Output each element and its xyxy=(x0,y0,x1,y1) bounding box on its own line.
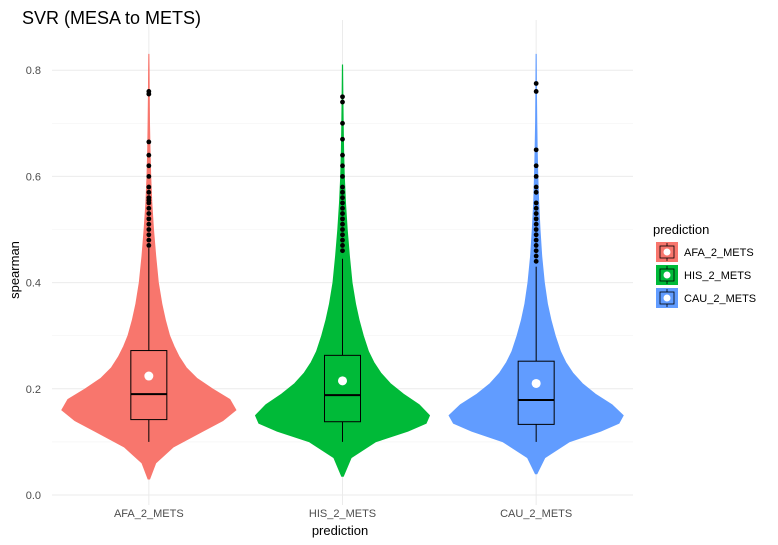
outlier-point xyxy=(533,211,539,216)
outlier-point xyxy=(146,174,152,179)
outlier-point xyxy=(533,163,539,169)
outlier-point xyxy=(340,248,345,254)
x-axis-title: prediction xyxy=(312,523,368,538)
outlier-point xyxy=(340,243,345,248)
legend-key-mean xyxy=(663,294,671,302)
outlier-point xyxy=(146,189,152,195)
outlier-point xyxy=(533,147,539,153)
outlier-point xyxy=(533,89,539,94)
mean-point xyxy=(531,378,541,388)
outlier-point xyxy=(146,216,152,222)
y-tick-label: 0.0 xyxy=(26,490,41,502)
box xyxy=(130,350,168,421)
outlier-point xyxy=(146,221,152,227)
outlier-point xyxy=(146,195,152,201)
outlier-point xyxy=(340,211,345,216)
legend-title: prediction xyxy=(653,222,709,237)
outlier-point xyxy=(340,174,345,179)
violin-cau-2-mets xyxy=(448,53,624,475)
y-tick-label: 0.6 xyxy=(26,171,41,183)
outlier-point xyxy=(340,184,345,190)
outlier-point xyxy=(533,81,539,86)
outlier-point xyxy=(533,189,539,195)
outlier-point xyxy=(340,221,345,227)
outlier-point xyxy=(340,216,345,222)
outlier-point xyxy=(340,189,345,195)
outlier-point xyxy=(146,152,152,158)
outlier-point xyxy=(533,232,539,238)
legend-key-mean xyxy=(663,271,671,279)
legend-label: CAU_2_METS xyxy=(684,293,756,305)
legend-label: HIS_2_METS xyxy=(684,270,751,282)
y-axis-title: spearman xyxy=(7,241,22,299)
outlier-point xyxy=(146,232,152,238)
outlier-point xyxy=(340,120,345,126)
outlier-point xyxy=(146,139,152,145)
box-layer xyxy=(130,81,555,442)
y-tick-label: 0.4 xyxy=(26,278,41,290)
outlier-point xyxy=(340,163,345,169)
outlier-point xyxy=(533,248,539,254)
outlier-point xyxy=(146,205,152,211)
outlier-point xyxy=(533,174,539,179)
x-tick-label: CAU_2_METS xyxy=(500,508,572,520)
outlier-point xyxy=(146,89,152,94)
outlier-point xyxy=(533,221,539,227)
outlier-point xyxy=(340,99,345,105)
outlier-point xyxy=(533,200,539,206)
outlier-point xyxy=(340,152,345,158)
outlier-point xyxy=(146,227,152,232)
mean-point xyxy=(144,371,154,381)
box xyxy=(517,360,555,425)
legend: prediction AFA_2_METS HIS_2_METS CAU_2_MET… xyxy=(653,222,756,308)
outlier-point xyxy=(340,200,345,206)
outlier-point xyxy=(146,163,152,169)
outlier-point xyxy=(146,237,152,243)
outlier-point xyxy=(533,227,539,232)
outlier-point xyxy=(340,205,345,211)
outlier-point xyxy=(533,184,539,190)
legend-label: AFA_2_METS xyxy=(684,247,754,259)
outlier-point xyxy=(340,232,345,238)
outlier-point xyxy=(340,94,345,100)
outlier-point xyxy=(146,243,152,248)
outlier-point xyxy=(533,205,539,211)
box xyxy=(324,354,361,423)
outlier-point xyxy=(146,211,152,216)
outlier-point xyxy=(340,195,345,201)
outlier-point xyxy=(533,216,539,222)
outlier-point xyxy=(340,227,345,232)
chart-title: SVR (MESA to METS) xyxy=(22,8,201,28)
y-tick-label: 0.8 xyxy=(26,65,41,77)
outlier-point xyxy=(146,184,152,190)
outlier-point xyxy=(533,237,539,243)
outlier-point xyxy=(340,136,345,142)
y-tick-label: 0.2 xyxy=(26,384,41,396)
outlier-point xyxy=(340,237,345,243)
outlier-point xyxy=(533,243,539,248)
x-tick-label: AFA_2_METS xyxy=(114,508,184,520)
x-tick-label: HIS_2_METS xyxy=(309,508,376,520)
mean-point xyxy=(338,376,347,386)
outlier-point xyxy=(533,258,539,264)
legend-key-mean xyxy=(663,248,671,256)
axis-layer: 0.0 0.2 0.4 0.6 0.8 AFA_2_METS HIS_2_METS CAU_2… xyxy=(26,65,573,520)
outlier-point xyxy=(533,253,539,259)
